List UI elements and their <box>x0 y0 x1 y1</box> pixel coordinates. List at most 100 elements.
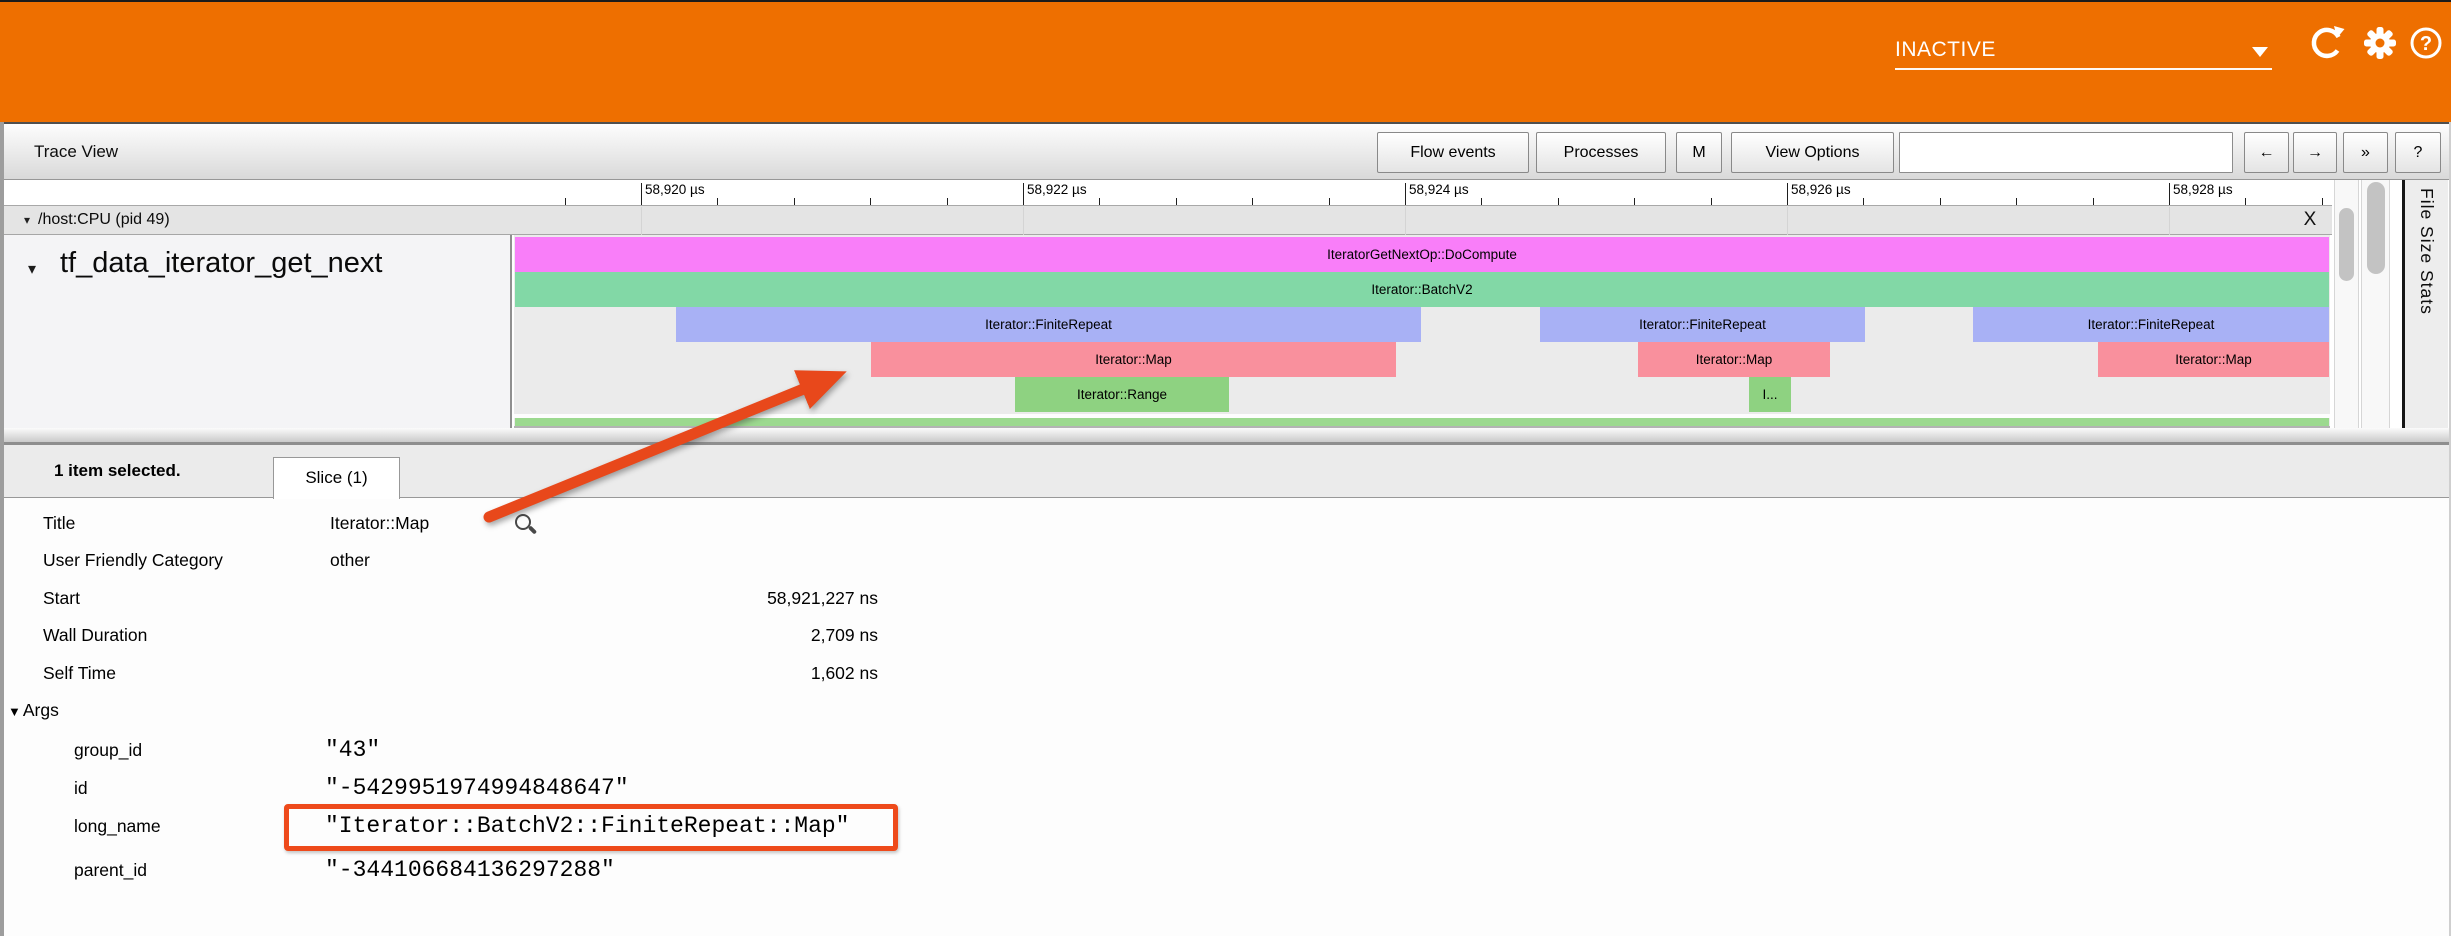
trace-event-bar[interactable]: Iterator::BatchV2 <box>515 272 2329 307</box>
find-next-button[interactable]: → <box>2293 132 2337 173</box>
args-section-header[interactable]: ▼ Args <box>8 696 408 724</box>
track-row: IteratorGetNextOp::DoCompute <box>514 237 2330 272</box>
ruler-minor-tick <box>1099 198 1101 205</box>
trace-event-label: Iterator::Map <box>1695 352 1773 367</box>
zoom-to-slice-icon[interactable] <box>515 514 531 530</box>
processes-button[interactable]: Processes <box>1536 132 1666 173</box>
refresh-icon[interactable] <box>2308 24 2346 62</box>
find-input[interactable] <box>1899 132 2233 173</box>
trace-event-label: Iterator::FiniteRepeat <box>2087 317 2215 332</box>
ruler-tick-label: 58,926 µs <box>1791 182 1851 197</box>
arg-label: id <box>74 778 88 798</box>
ruler-minor-tick <box>2245 198 2247 205</box>
trace-view-panel: 58,920 µs 58,922 µs 58,924 µs 58,926 µs 58,9… <box>0 180 2451 428</box>
close-track-button[interactable]: X <box>2303 209 2317 230</box>
trace-event-bar[interactable]: Iterator::Map <box>871 342 1396 377</box>
detail-field-value: Iterator::Map <box>330 513 430 533</box>
ruler-minor-tick <box>1939 198 1941 205</box>
help-icon[interactable]: ? <box>2407 24 2445 62</box>
flow-events-button[interactable]: Flow events <box>1377 132 1529 173</box>
ruler-minor-tick <box>1252 198 1254 205</box>
ruler-minor-tick <box>2321 198 2323 205</box>
process-track-header[interactable]: ▾ /host:CPU (pid 49) X <box>0 206 2332 235</box>
details-header: 1 item selected. Slice (1) <box>0 445 2451 499</box>
arg-label: parent_id <box>74 860 147 880</box>
more-button[interactable]: » <box>2343 132 2388 173</box>
view-scrollbar[interactable] <box>2361 180 2390 428</box>
detail-field-value: 2,709 ns <box>810 625 878 645</box>
find-previous-button[interactable]: ← <box>2244 132 2289 173</box>
arg-row: parent_id "-344106684136297288" <box>0 855 1200 885</box>
trace-event-strip[interactable] <box>515 418 2329 426</box>
trace-view-title: Trace View <box>34 142 119 161</box>
ruler-ticks: 58,920 µs 58,922 µs 58,924 µs 58,926 µs 58,9… <box>512 180 2330 205</box>
ruler-minor-tick <box>2016 198 2018 205</box>
detail-field-row: Start 58,921,227 ns <box>0 583 1000 613</box>
panel-splitter[interactable] <box>0 428 2451 445</box>
process-track-label: /host:CPU (pid 49) <box>38 211 170 228</box>
trace-event-bar[interactable]: Iterator::FiniteRepeat <box>676 307 1421 342</box>
trace-event-bar[interactable]: I... <box>1749 377 1791 412</box>
trace-event-label: Iterator::BatchV2 <box>1371 282 1473 297</box>
trace-toolbar: Trace View Flow events Processes M View … <box>0 122 2451 180</box>
chevron-down-icon <box>2252 47 2268 57</box>
file-size-stats-label: File Size Stats <box>2417 188 2437 315</box>
args-label: Args <box>22 700 59 720</box>
track-scrollbar[interactable] <box>2334 180 2359 428</box>
track-row: Iterator::FiniteRepeat Iterator::FiniteRe… <box>514 307 2330 342</box>
thread-track-header: ▾ tf_data_iterator_get_next <box>0 235 512 428</box>
detail-field-label: Wall Duration <box>43 625 148 645</box>
trace-event-bar[interactable]: Iterator::FiniteRepeat <box>1540 307 1865 342</box>
trace-event-label: Iterator::Map <box>1095 352 1172 367</box>
trace-event-bar[interactable]: Iterator::FiniteRepeat <box>1973 307 2329 342</box>
ruler-minor-tick <box>793 198 795 205</box>
thread-track-label: tf_data_iterator_get_next <box>60 247 383 279</box>
trace-event-label: Iterator::Range <box>1076 387 1168 402</box>
trace-event-label: Iterator::Map <box>2175 352 2252 367</box>
selection-status: 1 item selected. <box>54 461 181 480</box>
ruler-tick <box>1787 183 1788 205</box>
tab-slice[interactable]: Slice (1) <box>273 457 400 499</box>
ruler-minor-tick <box>2092 198 2094 205</box>
detail-field-row: User Friendly Category other <box>0 545 1000 575</box>
arg-value: "-344106684136297288" <box>325 857 615 883</box>
detail-field-row: Title Iterator::Map <box>0 508 1000 538</box>
view-scrollbar-thumb[interactable] <box>2367 182 2385 274</box>
trace-event-label: Iterator::FiniteRepeat <box>985 317 1112 332</box>
track-scrollbar-thumb[interactable] <box>2339 208 2354 281</box>
run-status-select[interactable]: INACTIVE <box>1895 32 2272 70</box>
trace-event-label: IteratorGetNextOp::DoCompute <box>1327 247 1517 262</box>
ruler-tick <box>1405 183 1406 205</box>
svg-text:?: ? <box>2420 33 2432 55</box>
metadata-button[interactable]: M <box>1676 132 1722 173</box>
file-size-stats-tab[interactable]: File Size Stats <box>2402 180 2448 428</box>
ruler-minor-tick <box>1634 198 1636 205</box>
arg-value: "-5429951974994848647" <box>325 775 629 801</box>
collapse-process-icon[interactable]: ▾ <box>24 213 31 227</box>
arg-value: "43" <box>325 737 381 763</box>
ruler-minor-tick <box>1175 198 1177 205</box>
detail-field-value: other <box>330 550 370 570</box>
gear-icon[interactable] <box>2361 24 2399 62</box>
collapse-thread-icon[interactable]: ▾ <box>28 261 37 278</box>
trace-event-bar[interactable]: Iterator::Map <box>2098 342 2329 377</box>
track-row: Iterator::Map Iterator::Map Iterator::Map <box>514 342 2330 377</box>
ruler-tick-label: 58,928 µs <box>2173 182 2233 197</box>
ruler-tick <box>1023 183 1024 205</box>
trace-event-bar[interactable]: Iterator::Map <box>1638 342 1830 377</box>
ruler-tick-label: 58,920 µs <box>645 182 705 197</box>
trace-event-label: I... <box>1762 387 1778 402</box>
track-row: Iterator::Range I... <box>514 377 2330 412</box>
ruler-minor-tick <box>1481 198 1483 205</box>
ruler-tick-label: 58,924 µs <box>1409 182 1469 197</box>
collapse-args-icon[interactable]: ▼ <box>8 704 21 719</box>
slice-details-panel: 1 item selected. Slice (1) Title Iterator… <box>0 445 2451 936</box>
ruler-tick <box>2169 183 2170 205</box>
detail-field-value: 58,921,227 ns <box>767 588 878 608</box>
shortcuts-help-button[interactable]: ? <box>2395 132 2441 173</box>
trace-event-bar[interactable]: Iterator::Range <box>1015 377 1229 412</box>
trace-event-bar[interactable]: IteratorGetNextOp::DoCompute <box>515 237 2329 272</box>
ruler-tick-label: 58,922 µs <box>1027 182 1087 197</box>
view-options-button[interactable]: View Options <box>1731 132 1894 173</box>
